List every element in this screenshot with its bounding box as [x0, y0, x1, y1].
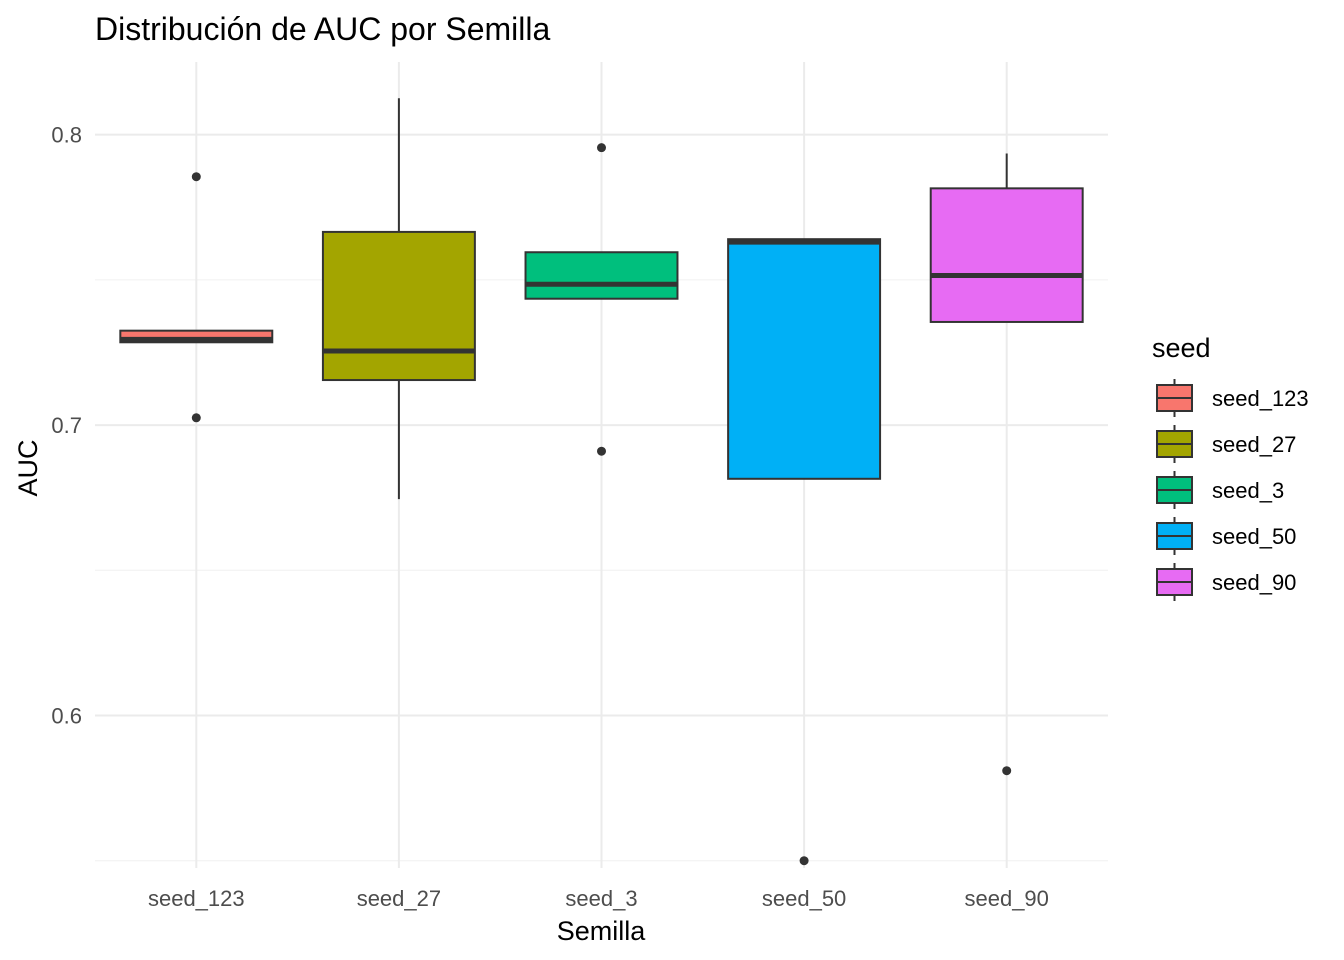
box-outlier-point [597, 143, 606, 153]
legend-item-seed_27: seed_27 [1156, 425, 1296, 463]
y-tick-label: 0.6 [51, 704, 82, 729]
box-outlier-point [1002, 766, 1012, 776]
legend-label: seed_3 [1212, 478, 1284, 503]
legend-item-seed_123: seed_123 [1156, 379, 1309, 417]
box-body [727, 238, 882, 480]
x-axis-ticks: seed_123 seed_27 seed_3 seed_50 seed_90 [148, 886, 1049, 911]
legend-label: seed_50 [1212, 524, 1296, 549]
x-axis-title: Semilla [557, 916, 647, 946]
box-body [929, 187, 1084, 323]
box-seed_50 [727, 238, 882, 866]
box-outlier-point [191, 172, 201, 182]
x-tick-label: seed_50 [762, 886, 846, 911]
legend-label: seed_27 [1212, 432, 1296, 457]
legend-title: seed [1152, 333, 1211, 363]
legend-item-seed_50: seed_50 [1156, 517, 1296, 555]
box-body [321, 230, 476, 382]
legend-label: seed_90 [1212, 570, 1296, 595]
x-tick-label: seed_123 [148, 886, 245, 911]
box-seed_27 [321, 98, 476, 500]
y-axis-title: AUC [13, 439, 43, 496]
y-tick-label: 0.7 [51, 413, 82, 438]
boxes-layer [119, 98, 1084, 866]
box-body [524, 251, 679, 300]
box-seed_3 [524, 143, 679, 456]
chart-title: Distribución de AUC por Semilla [95, 11, 551, 47]
legend: seed seed_123 seed_27 seed_3 seed_50 seed_90 [1152, 333, 1309, 601]
plot-grid [95, 62, 1108, 868]
box-outlier-point [597, 446, 606, 456]
box-outlier-point [191, 413, 201, 423]
x-tick-label: seed_90 [964, 886, 1048, 911]
x-tick-label: seed_3 [565, 886, 637, 911]
box-outlier-point [799, 856, 809, 866]
box-seed_90 [929, 153, 1084, 776]
legend-label: seed_123 [1212, 386, 1309, 411]
x-tick-label: seed_27 [357, 886, 441, 911]
box-seed_123 [119, 172, 274, 423]
y-tick-label: 0.8 [51, 123, 82, 148]
box-body [119, 329, 274, 344]
y-axis-ticks: 0.6 0.7 0.8 [51, 123, 82, 729]
legend-item-seed_3: seed_3 [1156, 471, 1284, 509]
legend-item-seed_90: seed_90 [1156, 563, 1296, 601]
